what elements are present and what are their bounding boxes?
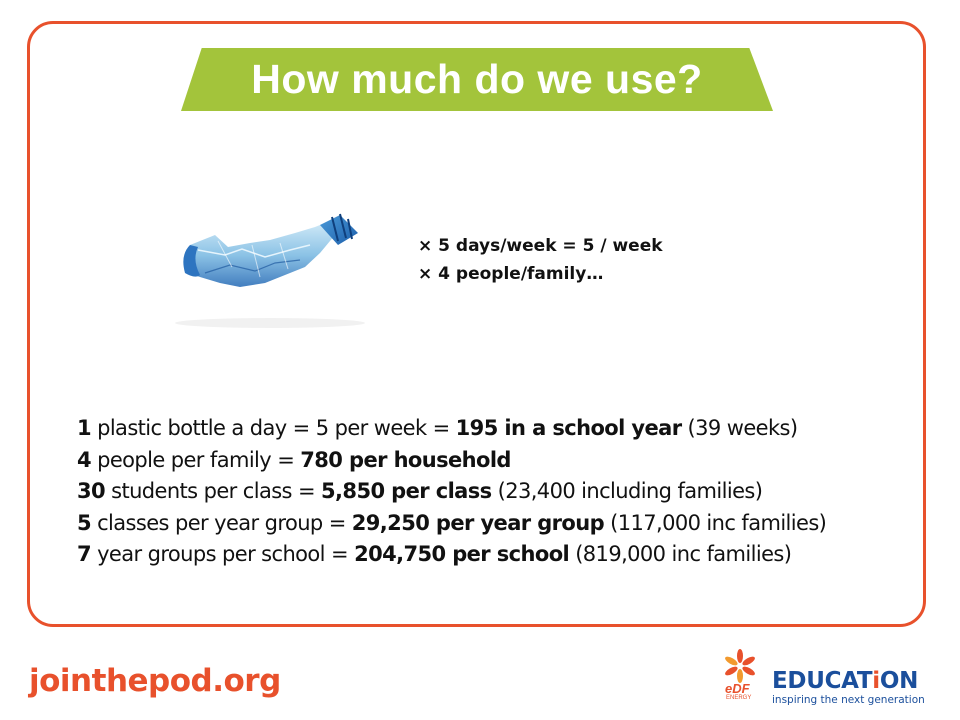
fact-extra: (819,000 inc families) bbox=[569, 542, 792, 566]
fact-result: 204,750 per school bbox=[354, 542, 570, 566]
education-wordmark-end: ON bbox=[879, 668, 919, 694]
fact-line: 5 classes per year group = 29,250 per ye… bbox=[77, 508, 827, 540]
fact-result: 195 in a school year bbox=[455, 416, 682, 440]
fact-line: 30 students per class = 5,850 per class … bbox=[77, 476, 826, 508]
fact-result: 29,250 per year group bbox=[351, 510, 605, 535]
page-title: How much do we use? bbox=[251, 56, 703, 102]
fact-extra: (117,000 inc families) bbox=[604, 510, 827, 535]
fact-number: 1 bbox=[77, 416, 92, 440]
fact-number: 30 bbox=[77, 479, 106, 503]
fact-line: 7 year groups per school = 204,750 per s… bbox=[77, 539, 826, 571]
fact-text: classes per year group = bbox=[91, 510, 352, 535]
slide-frame bbox=[27, 21, 926, 627]
multiplier-notes: × 5 days/week = 5 / week × 4 people/fami… bbox=[418, 232, 663, 288]
education-wordmark-main: EDUCAT bbox=[772, 668, 873, 694]
usage-facts: 1 plastic bottle a day = 5 per week = 19… bbox=[77, 413, 827, 571]
fact-number: 7 bbox=[77, 542, 92, 566]
edf-energy-text: ENERGY bbox=[726, 695, 752, 701]
fact-number: 5 bbox=[77, 510, 92, 535]
fact-line: 1 plastic bottle a day = 5 per week = 19… bbox=[77, 413, 826, 445]
title-banner bbox=[181, 48, 773, 111]
crushed-plastic-bottle-image bbox=[175, 213, 365, 328]
fact-line: 4 people per family = 780 per household bbox=[77, 445, 826, 477]
education-wordmark-accent: i bbox=[872, 668, 880, 694]
multiplier-line: × 4 people/family… bbox=[418, 264, 604, 284]
fact-result: 780 per household bbox=[300, 447, 511, 472]
fact-text: students per class = bbox=[105, 479, 322, 503]
logo-tagline: inspiring the next generation bbox=[772, 694, 925, 706]
fact-number: 4 bbox=[77, 447, 92, 472]
fact-extra: (23,400 including families) bbox=[491, 479, 763, 503]
fact-extra: (39 weeks) bbox=[681, 416, 799, 440]
fact-text: people per family = bbox=[91, 447, 301, 472]
edf-education-logo: eDF ENERGY EDUCATiON inspiring the next … bbox=[722, 648, 932, 708]
fact-text: year groups per school = bbox=[91, 542, 355, 566]
edf-flower-logo-icon bbox=[725, 649, 755, 683]
multiplier-line: × 5 days/week = 5 / week bbox=[418, 236, 663, 256]
fact-result: 5,850 per class bbox=[321, 479, 492, 503]
fact-text: plastic bottle a day = 5 per week = bbox=[91, 416, 456, 440]
edf-brand-text: eDF bbox=[725, 681, 750, 696]
footer-url-link[interactable]: jointhepod.org bbox=[29, 663, 281, 699]
education-wordmark: EDUCATiON bbox=[772, 668, 918, 694]
